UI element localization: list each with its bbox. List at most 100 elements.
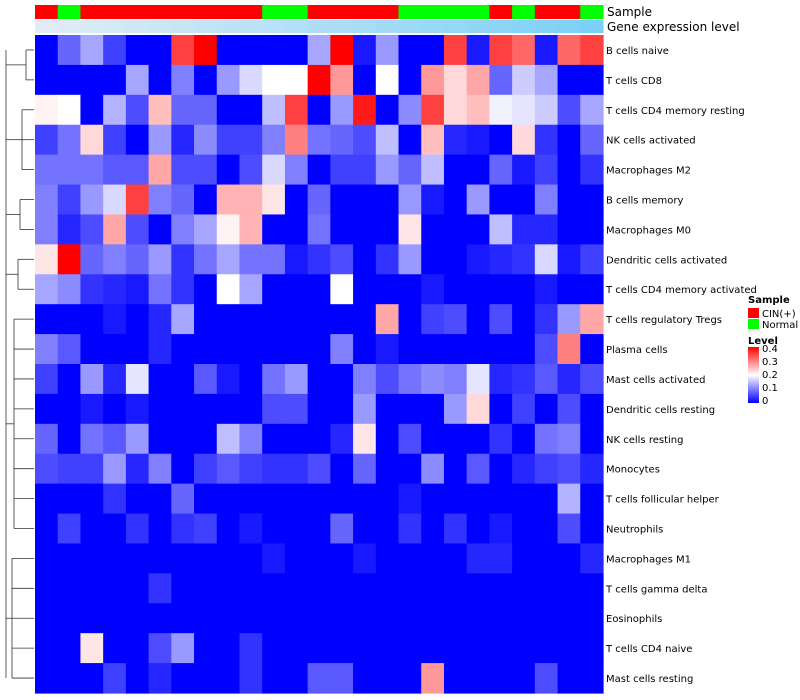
heatmap-cell <box>148 64 172 96</box>
heatmap-cell <box>466 274 490 305</box>
sample-annotation-cell <box>125 5 150 19</box>
heatmap-cell <box>443 543 468 574</box>
sample-annotation-cell <box>512 5 536 19</box>
heatmap-cell <box>307 35 331 66</box>
heatmap-cell <box>284 94 309 126</box>
heatmap-cell <box>125 603 150 634</box>
heatmap-cell <box>353 154 377 186</box>
heatmap-cell <box>125 513 150 545</box>
gene-annotation-cell <box>284 20 309 33</box>
heatmap-cell <box>489 35 513 66</box>
heatmap-cell <box>80 453 104 485</box>
heatmap-cell <box>80 35 104 66</box>
heatmap-cell <box>307 483 331 515</box>
row-label: Dendritic cells activated <box>606 255 727 266</box>
heatmap-cell <box>375 184 400 216</box>
heatmap-cell <box>580 304 604 335</box>
heatmap-cell <box>534 633 559 664</box>
heatmap-cell <box>262 274 286 305</box>
heatmap-cell <box>80 603 104 634</box>
heatmap-cell <box>353 453 377 485</box>
heatmap-cell <box>307 184 331 216</box>
heatmap-cell <box>375 423 400 455</box>
heatmap-cell <box>216 184 241 216</box>
gene-annotation-cell <box>534 20 559 33</box>
row-labels: B cells naive T cells CD8 T cells CD4 memo… <box>605 46 757 685</box>
heatmap-cell <box>353 513 377 545</box>
gene-annotation-cell <box>148 20 172 33</box>
heatmap-cell <box>489 393 513 425</box>
heatmap-cell <box>307 304 331 335</box>
level-tick-0.2: 0.2 <box>762 370 778 381</box>
heatmap-cell <box>443 453 468 485</box>
heatmap-cell <box>353 633 377 664</box>
row-label: T cells CD8 <box>605 76 662 87</box>
heatmap-cell <box>194 214 218 245</box>
heatmap-cell <box>466 154 490 186</box>
heatmap-cell <box>171 124 195 156</box>
heatmap-cell <box>239 573 263 604</box>
sample-annotation-cell <box>421 5 445 19</box>
heatmap-cell <box>466 423 490 455</box>
heatmap-cell <box>353 35 377 66</box>
heatmap-cell <box>307 393 331 425</box>
heatmap-cell <box>443 244 468 275</box>
heatmap-cell <box>148 633 172 664</box>
heatmap-cell <box>580 483 604 515</box>
heatmap-cell <box>262 124 286 156</box>
row-label: B cells memory <box>606 196 683 207</box>
heatmap-cell <box>421 124 445 156</box>
heatmap-cell <box>216 64 241 96</box>
heatmap-cell <box>489 364 513 395</box>
heatmap-cell <box>35 393 59 425</box>
heatmap-cell <box>148 453 172 485</box>
heatmap-cell <box>534 663 559 694</box>
gene-annotation-cell <box>580 20 604 33</box>
heatmap-cell <box>57 64 82 96</box>
heatmap-cell <box>398 94 422 126</box>
gene-track-label: Gene expression level <box>607 20 740 34</box>
heatmap-cell <box>307 214 331 245</box>
heatmap-cell <box>125 543 150 574</box>
heatmap-cell <box>307 663 331 694</box>
heatmap-cell <box>80 94 104 126</box>
heatmap-cell <box>262 423 286 455</box>
legend-label-normal: Normal <box>762 320 798 331</box>
heatmap-cell <box>125 364 150 395</box>
heatmap-cell <box>194 483 218 515</box>
heatmap-cell <box>466 603 490 634</box>
sample-annotation-cell <box>216 5 241 19</box>
heatmap-cell <box>353 663 377 694</box>
heatmap-cell <box>489 154 513 186</box>
heatmap-cell <box>148 543 172 574</box>
row-label: B cells naive <box>606 46 669 57</box>
heatmap-cell <box>489 304 513 335</box>
heatmap-cell <box>148 184 172 216</box>
heatmap-cell <box>57 513 82 545</box>
heatmap-cell <box>284 124 309 156</box>
sample-annotation-cell <box>580 5 604 19</box>
heatmap-cell <box>534 364 559 395</box>
heatmap-cell <box>489 513 513 545</box>
heatmap-cell <box>216 663 241 694</box>
heatmap-cell <box>35 35 59 66</box>
heatmap-cell <box>398 304 422 335</box>
heatmap-cell <box>353 364 377 395</box>
heatmap-cell <box>466 35 490 66</box>
heatmap-cell <box>466 184 490 216</box>
heatmap-cell <box>80 214 104 245</box>
heatmap-cell <box>148 513 172 545</box>
heatmap-cell <box>216 633 241 664</box>
heatmap-cell <box>534 334 559 365</box>
heatmap-cell <box>284 393 309 425</box>
heatmap-cell <box>194 124 218 156</box>
heatmap-cell <box>489 274 513 305</box>
heatmap-cell <box>284 274 309 305</box>
heatmap-cell <box>557 453 581 485</box>
heatmap-cell <box>239 214 263 245</box>
heatmap-cell <box>35 124 59 156</box>
heatmap-cell <box>534 483 559 515</box>
heatmap-cell <box>80 274 104 305</box>
heatmap-cell <box>57 453 82 485</box>
heatmap-cell <box>557 334 581 365</box>
